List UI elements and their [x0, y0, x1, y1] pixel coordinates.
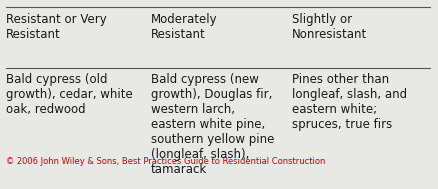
- Text: Slightly or
Nonresistant: Slightly or Nonresistant: [291, 13, 366, 41]
- Text: Bald cypress (new
growth), Douglas fir,
western larch,
eastern white pine,
south: Bald cypress (new growth), Douglas fir, …: [151, 73, 274, 176]
- Text: Bald cypress (old
growth), cedar, white
oak, redwood: Bald cypress (old growth), cedar, white …: [6, 73, 132, 116]
- Text: Pines other than
longleaf, slash, and
eastern white;
spruces, true firs: Pines other than longleaf, slash, and ea…: [291, 73, 406, 131]
- Text: Resistant or Very
Resistant: Resistant or Very Resistant: [6, 13, 106, 41]
- Text: © 2006 John Wiley & Sons, Best Practices Guide to Residential Construction: © 2006 John Wiley & Sons, Best Practices…: [6, 157, 325, 166]
- Text: Moderately
Resistant: Moderately Resistant: [151, 13, 217, 41]
